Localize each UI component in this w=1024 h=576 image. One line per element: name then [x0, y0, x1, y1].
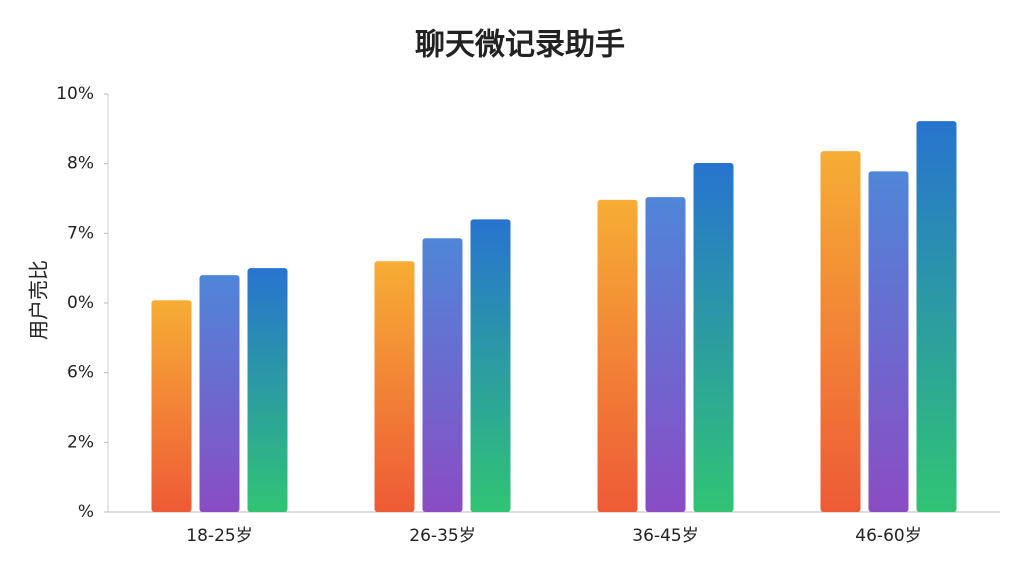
- x-tick-label: 46-60岁: [855, 526, 921, 546]
- y-tick-label: 0%: [67, 293, 94, 313]
- bar: [645, 197, 686, 512]
- x-tick-label: 26-35岁: [409, 526, 475, 546]
- bar: [199, 275, 240, 512]
- x-tick-label: 18-25岁: [186, 526, 252, 546]
- y-tick-label: 8%: [67, 154, 94, 174]
- bar: [470, 219, 511, 512]
- y-tick-label: 10%: [56, 84, 94, 104]
- y-axis-label: 用户売比: [27, 260, 51, 340]
- bar: [693, 162, 734, 512]
- y-tick-label: 7%: [67, 223, 94, 243]
- bar: [422, 238, 463, 512]
- x-tick-label: 36-45岁: [632, 526, 698, 546]
- y-tick-label: 6%: [67, 363, 94, 383]
- bar: [916, 121, 957, 513]
- y-tick-label: %: [78, 502, 94, 522]
- bar: [151, 300, 192, 512]
- bar: [597, 199, 638, 513]
- bar: [868, 171, 909, 512]
- y-tick-label: 2%: [67, 432, 94, 452]
- chart-title: 聊天微记录助手: [415, 28, 625, 63]
- bar: [374, 261, 415, 512]
- bar: [820, 151, 861, 513]
- bar: [247, 268, 288, 512]
